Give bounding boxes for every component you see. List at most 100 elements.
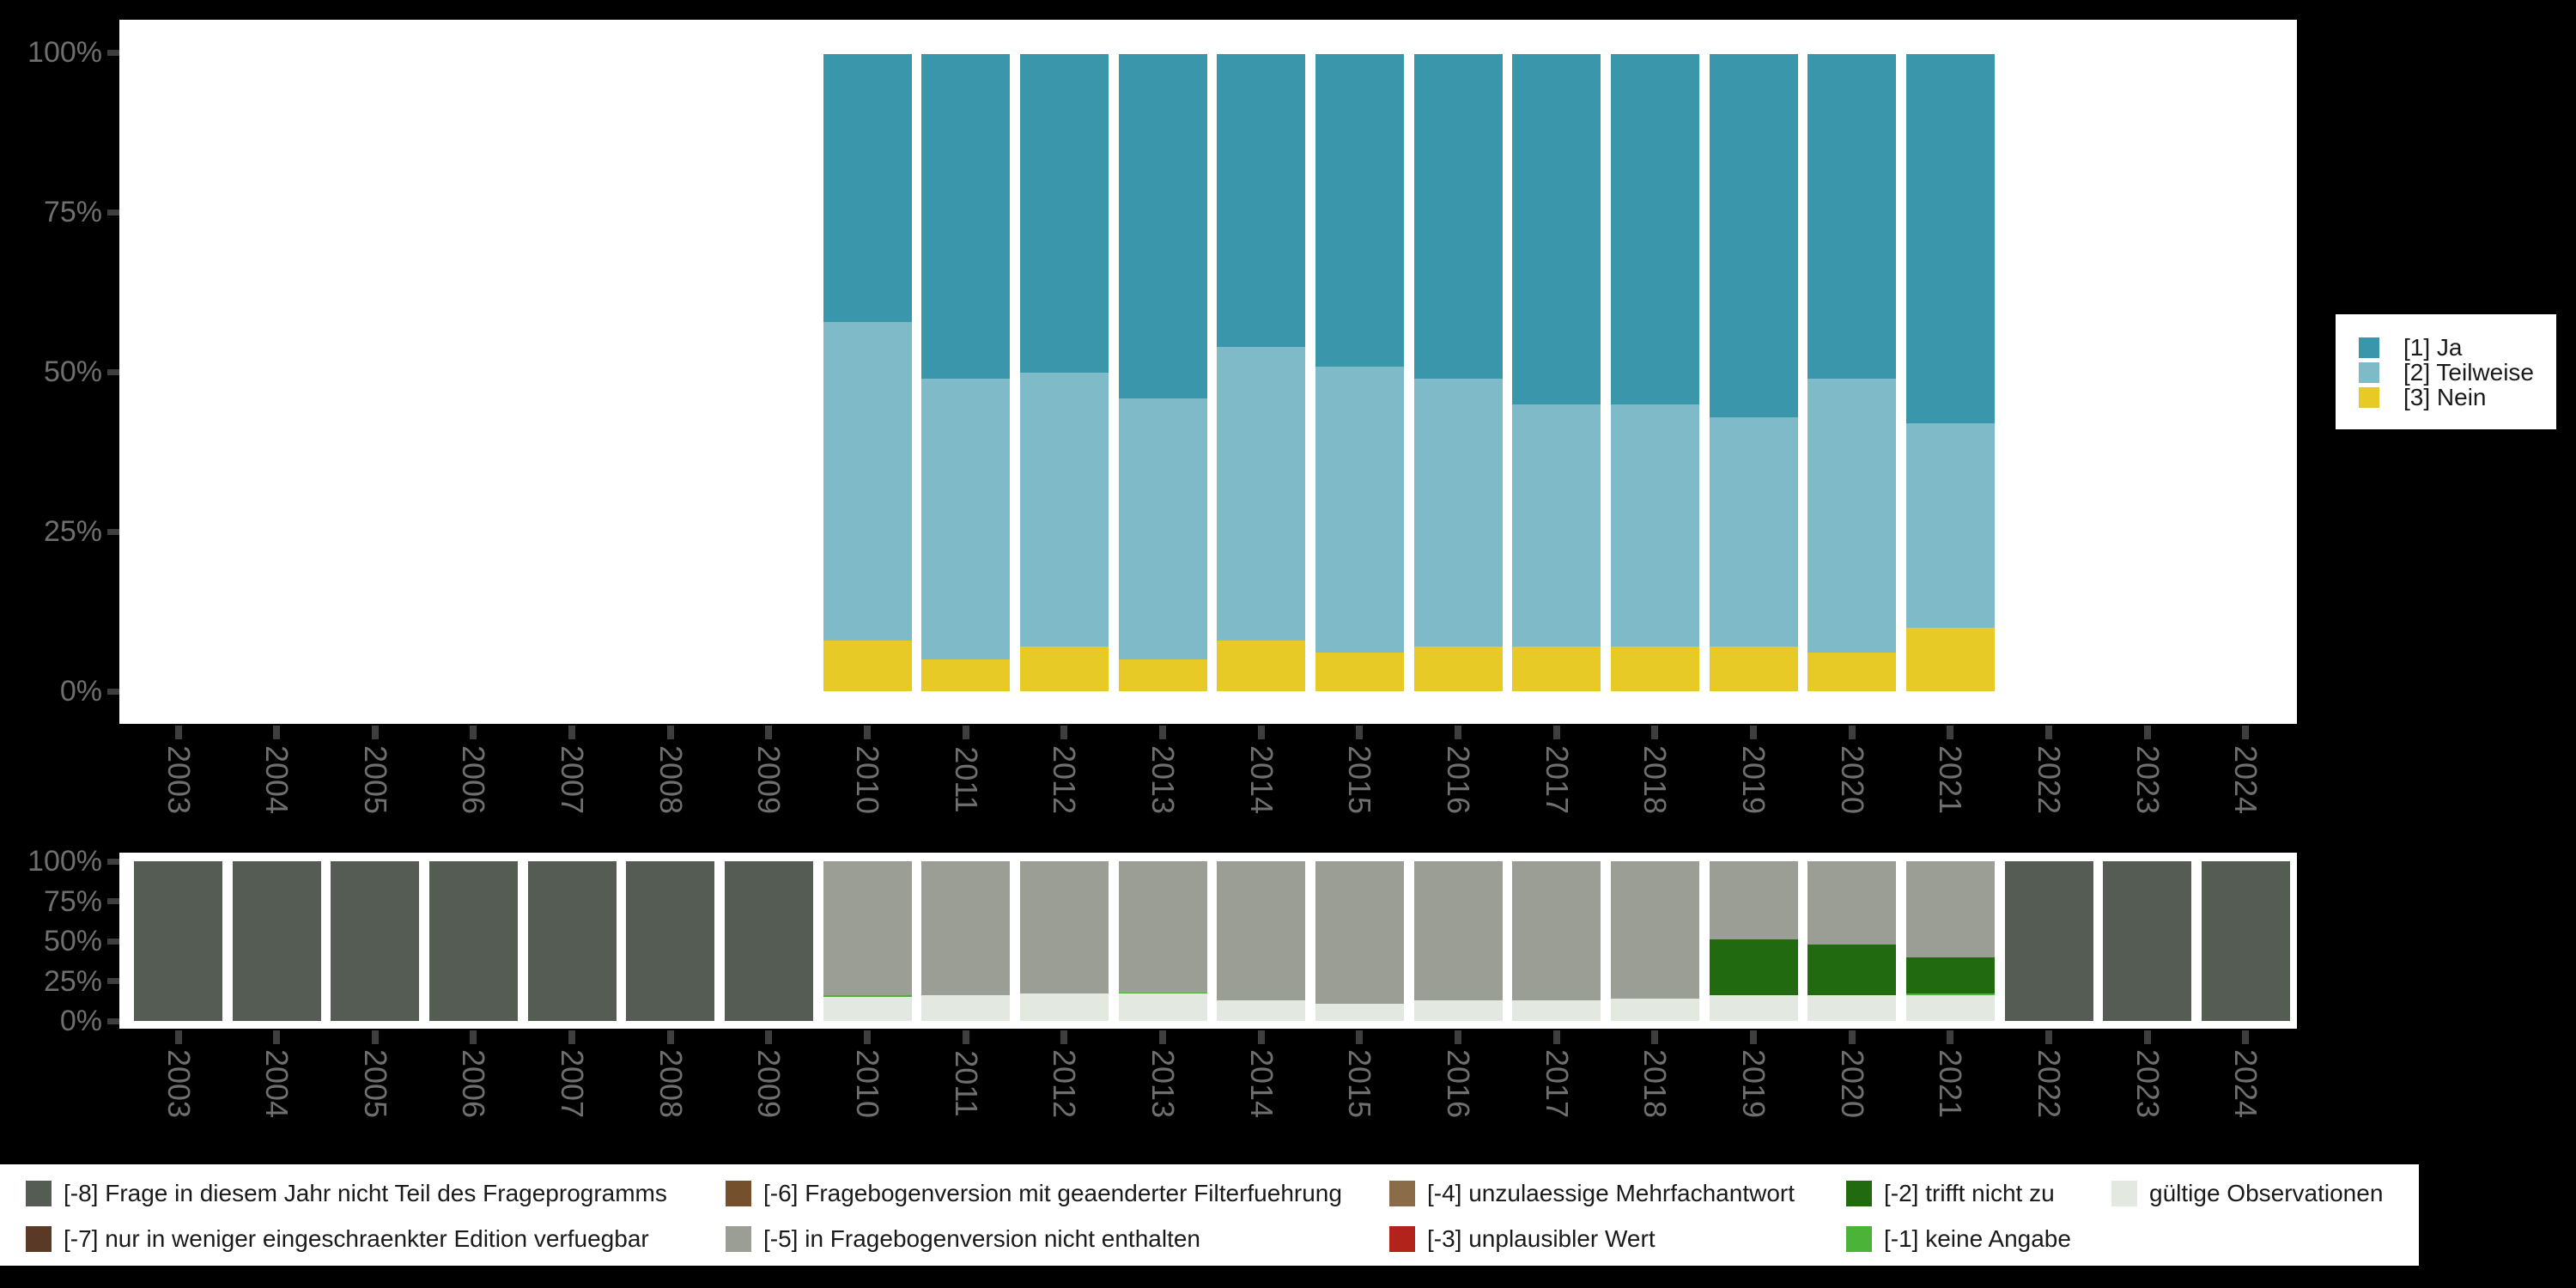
minus4-swatch bbox=[1389, 1181, 1415, 1206]
nein-swatch bbox=[2359, 387, 2379, 408]
bar-segment-2010-gueltige-observationen bbox=[823, 997, 912, 1021]
y-axis-tick-missing-values-25% bbox=[107, 978, 119, 984]
legend-item-label: [-4] unzulaessige Mehrfachantwort bbox=[1427, 1180, 1795, 1206]
x-axis-tick-answer-shares-2022 bbox=[2045, 726, 2053, 739]
legend-item-label: [-1] keine Angabe bbox=[1884, 1225, 2071, 1252]
x-axis-tick-missing-values-2012 bbox=[1060, 1030, 1068, 1044]
x-axis-tick-answer-shares-2007 bbox=[568, 726, 576, 739]
x-axis-label-missing-values-2016: 2016 bbox=[1441, 1048, 1477, 1119]
legend-item-minus5: [-5] in Fragebogenversion nicht enthalte… bbox=[726, 1224, 1200, 1255]
bar-segment-2013-keine-angabe bbox=[1118, 992, 1207, 994]
x-axis-tick-answer-shares-2011 bbox=[962, 726, 969, 739]
x-axis-label-missing-values-2003: 2003 bbox=[161, 1048, 197, 1119]
bar-segment-2016-gueltige-observationen bbox=[1413, 999, 1503, 1021]
bar-segment-2020-trifft-nicht-zu bbox=[1807, 944, 1897, 996]
y-axis-label-missing-values-50%: 50% bbox=[43, 925, 102, 957]
x-axis-tick-answer-shares-2024 bbox=[2242, 726, 2250, 739]
y-axis-label-answer-shares-100%: 100% bbox=[27, 36, 102, 69]
bar-segment-2016-nicht-enthalten bbox=[1413, 861, 1503, 1000]
x-axis-tick-answer-shares-2021 bbox=[1947, 726, 1954, 739]
bar-segment-2011-nein bbox=[921, 659, 1011, 691]
bar-segment-2014-ja bbox=[1217, 54, 1306, 348]
bar-segment-2014-nicht-enthalten bbox=[1217, 861, 1306, 1000]
x-axis-tick-answer-shares-2013 bbox=[1159, 726, 1167, 739]
bar-segment-2012-gueltige-observationen bbox=[1019, 993, 1109, 1021]
bar-segment-2010-teilweise bbox=[823, 321, 912, 641]
x-axis-label-missing-values-2018: 2018 bbox=[1637, 1048, 1674, 1119]
x-axis-tick-missing-values-2021 bbox=[1947, 1030, 1954, 1044]
y-axis-label-answer-shares-0%: 0% bbox=[59, 675, 102, 708]
y-axis-label-missing-values-0%: 0% bbox=[59, 1005, 102, 1037]
bar-segment-2003-nicht-teil-frageprogramm bbox=[134, 861, 222, 1021]
bar-segment-2007-nicht-teil-frageprogramm bbox=[527, 861, 617, 1021]
x-axis-tick-missing-values-2010 bbox=[864, 1030, 872, 1044]
bar-segment-2020-nicht-enthalten bbox=[1807, 861, 1897, 945]
x-axis-tick-answer-shares-2017 bbox=[1552, 726, 1560, 739]
x-axis-label-answer-shares-2021: 2021 bbox=[1933, 744, 1969, 815]
x-axis-label-missing-values-2005: 2005 bbox=[357, 1048, 393, 1119]
bar-segment-2011-nicht-enthalten bbox=[921, 861, 1011, 996]
x-axis-tick-missing-values-2013 bbox=[1159, 1030, 1167, 1044]
y-axis-label-missing-values-75%: 75% bbox=[43, 884, 102, 918]
valid-swatch bbox=[2111, 1181, 2137, 1206]
x-axis-label-missing-values-2013: 2013 bbox=[1145, 1048, 1182, 1119]
y-axis-tick-missing-values-100% bbox=[107, 858, 119, 865]
minus3-swatch bbox=[1389, 1226, 1415, 1252]
legend-item-label: [2] Teilweise bbox=[2403, 359, 2535, 386]
x-axis-label-answer-shares-2006: 2006 bbox=[456, 744, 492, 815]
x-axis-label-answer-shares-2007: 2007 bbox=[555, 744, 591, 815]
missings-legend: [-8] Frage in diesem Jahr nicht Teil des… bbox=[0, 1164, 2419, 1266]
bar-segment-2011-teilweise bbox=[921, 379, 1011, 659]
x-axis-label-missing-values-2017: 2017 bbox=[1539, 1048, 1575, 1119]
bar-segment-2021-teilweise bbox=[1905, 423, 1995, 628]
bar-segment-2013-nein bbox=[1118, 659, 1207, 691]
bar-segment-2017-teilweise bbox=[1512, 404, 1601, 647]
x-axis-tick-missing-values-2023 bbox=[2143, 1030, 2151, 1044]
bar-segment-2012-nein bbox=[1019, 647, 1109, 691]
x-axis-label-answer-shares-2015: 2015 bbox=[1342, 744, 1378, 815]
bar-segment-2012-ja bbox=[1019, 54, 1109, 373]
bar-segment-2017-nein bbox=[1512, 647, 1601, 691]
x-axis-tick-missing-values-2017 bbox=[1552, 1030, 1560, 1044]
bar-segment-2021-ja bbox=[1905, 54, 1995, 424]
ja-swatch bbox=[2359, 337, 2379, 358]
bar-segment-2016-teilweise bbox=[1413, 379, 1503, 647]
y-axis-label-missing-values-25%: 25% bbox=[43, 964, 102, 998]
x-axis-tick-answer-shares-2012 bbox=[1060, 726, 1068, 739]
y-axis-tick-missing-values-75% bbox=[107, 898, 119, 904]
minus5-swatch bbox=[726, 1226, 751, 1252]
x-axis-label-answer-shares-2022: 2022 bbox=[2032, 744, 2068, 815]
bar-segment-2015-nein bbox=[1315, 653, 1404, 691]
bar-segment-2018-ja bbox=[1610, 54, 1699, 405]
bar-segment-2010-nicht-enthalten bbox=[823, 861, 912, 996]
x-axis-tick-missing-values-2006 bbox=[470, 1030, 477, 1044]
y-axis-tick-answer-shares-0% bbox=[107, 688, 119, 695]
legend-item-minus8: [-8] Frage in diesem Jahr nicht Teil des… bbox=[26, 1178, 667, 1209]
x-axis-tick-missing-values-2008 bbox=[666, 1030, 674, 1044]
bar-segment-2017-nicht-enthalten bbox=[1512, 861, 1601, 1000]
x-axis-tick-missing-values-2020 bbox=[1848, 1030, 1856, 1044]
x-axis-label-answer-shares-2016: 2016 bbox=[1441, 744, 1477, 815]
bar-segment-2013-ja bbox=[1118, 54, 1207, 398]
bar-segment-2021-trifft-nicht-zu bbox=[1905, 957, 1995, 994]
bar-segment-2013-nicht-enthalten bbox=[1118, 861, 1207, 993]
legend-item-minus7: [-7] nur in weniger eingeschraenkter Edi… bbox=[26, 1224, 649, 1255]
bar-segment-2021-keine-angabe bbox=[1905, 993, 1995, 996]
x-axis-label-answer-shares-2003: 2003 bbox=[161, 744, 197, 815]
x-axis-label-answer-shares-2017: 2017 bbox=[1539, 744, 1575, 815]
x-axis-tick-answer-shares-2004 bbox=[273, 726, 281, 739]
y-axis-tick-answer-shares-100% bbox=[107, 49, 119, 56]
bar-segment-2021-gueltige-observationen bbox=[1905, 995, 1995, 1021]
legend-item-valid: gültige Observationen bbox=[2111, 1178, 2383, 1209]
y-axis-label-missing-values-100%: 100% bbox=[27, 845, 102, 878]
y-axis-tick-missing-values-0% bbox=[107, 1018, 119, 1024]
legend-item-minus4: [-4] unzulaessige Mehrfachantwort bbox=[1389, 1178, 1795, 1209]
minus6-swatch bbox=[726, 1181, 751, 1206]
x-axis-label-answer-shares-2018: 2018 bbox=[1637, 744, 1674, 815]
x-axis-tick-missing-values-2009 bbox=[765, 1030, 773, 1044]
bar-segment-2006-nicht-teil-frageprogramm bbox=[428, 861, 518, 1021]
bar-segment-2022-nicht-teil-frageprogramm bbox=[2004, 861, 2093, 1021]
x-axis-label-missing-values-2022: 2022 bbox=[2032, 1048, 2068, 1119]
x-axis-label-answer-shares-2020: 2020 bbox=[1834, 744, 1870, 815]
bar-segment-2009-nicht-teil-frageprogramm bbox=[724, 861, 813, 1021]
